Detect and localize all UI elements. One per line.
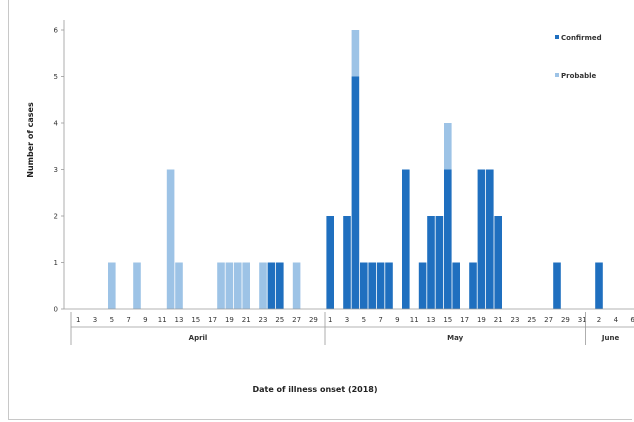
bar-confirmed-may-6 xyxy=(368,262,376,309)
bar-probable-apr-5 xyxy=(108,262,116,309)
month-label-may: May xyxy=(447,334,463,342)
x-tick-label: 15 xyxy=(443,316,452,324)
bar-confirmed-may-10 xyxy=(402,169,410,309)
legend-swatch-confirmed xyxy=(555,35,559,39)
y-axis-label: Number of cases xyxy=(26,102,35,178)
bar-confirmed-may-4 xyxy=(351,76,360,309)
x-tick-label: 2 xyxy=(597,316,601,324)
bar-confirmed-may-16 xyxy=(452,262,460,309)
x-tick-label: 11 xyxy=(158,316,167,324)
legend: Confirmed Probable xyxy=(555,34,602,80)
x-axis-label: Date of illness onset (2018) xyxy=(252,385,377,394)
x-tick-label: 9 xyxy=(143,316,147,324)
bar-probable-apr-21 xyxy=(242,262,250,309)
bar-probable-apr-20 xyxy=(234,262,242,309)
bar-confirmed-jun-2 xyxy=(595,262,603,309)
bar-probable-apr-19 xyxy=(225,262,234,309)
bar-probable-may-15 xyxy=(444,123,452,170)
x-tick-label: 7 xyxy=(378,316,382,324)
y-tick-label: 3 xyxy=(54,166,58,174)
y-tick-label: 2 xyxy=(54,213,58,221)
x-tick-label: 3 xyxy=(345,316,349,324)
bar-confirmed-may-3 xyxy=(343,216,351,309)
x-tick-label: 13 xyxy=(175,316,184,324)
chart-frame xyxy=(8,0,632,420)
bar-probable-apr-27 xyxy=(292,262,301,309)
bars-layer xyxy=(108,30,603,309)
bar-confirmed-may-8 xyxy=(385,262,393,309)
x-tick-label: 9 xyxy=(395,316,399,324)
month-label-june: June xyxy=(601,334,620,342)
bar-confirmed-may-12 xyxy=(418,262,427,309)
bar-probable-may-4 xyxy=(351,30,360,77)
x-tick-label: 11 xyxy=(410,316,419,324)
bar-confirmed-may-5 xyxy=(360,262,368,309)
bar-confirmed-may-15 xyxy=(444,169,452,309)
x-tick-label: 13 xyxy=(427,316,436,324)
legend-label-probable: Probable xyxy=(561,72,597,80)
month-label-april: April xyxy=(189,334,208,342)
y-tick-label: 4 xyxy=(54,120,59,128)
x-tick-label: 27 xyxy=(544,316,553,324)
x-tick-label: 6 xyxy=(630,316,634,324)
x-tick-label: 4 xyxy=(614,316,619,324)
y-tick-label: 1 xyxy=(54,259,58,267)
bar-confirmed-may-14 xyxy=(435,216,444,309)
x-tick-label: 21 xyxy=(242,316,251,324)
x-tick-label: 5 xyxy=(362,316,366,324)
x-tick-label: 25 xyxy=(275,316,284,324)
x-tick-label: 27 xyxy=(292,316,301,324)
legend-swatch-probable xyxy=(555,73,559,77)
bar-confirmed-may-19 xyxy=(477,169,486,309)
bar-confirmed-apr-25 xyxy=(276,262,284,309)
x-tick-label: 31 xyxy=(578,316,587,324)
y-tick-label: 0 xyxy=(54,306,58,314)
x-tick-label: 1 xyxy=(328,316,332,324)
bar-confirmed-may-18 xyxy=(469,262,477,309)
x-tick-label: 17 xyxy=(208,316,217,324)
x-tick-label: 29 xyxy=(561,316,570,324)
bar-confirmed-apr-24 xyxy=(267,262,276,309)
x-tick-label: 29 xyxy=(309,316,318,324)
x-tick-label: 19 xyxy=(477,316,486,324)
bar-probable-apr-18 xyxy=(217,262,225,309)
bar-confirmed-may-20 xyxy=(486,169,494,309)
x-tick-label: 17 xyxy=(460,316,469,324)
bar-confirmed-may-1 xyxy=(326,216,334,309)
bar-probable-apr-13 xyxy=(175,262,183,309)
x-tick-label: 21 xyxy=(494,316,503,324)
y-tick-label: 5 xyxy=(54,73,58,81)
x-tick-label: 23 xyxy=(259,316,268,324)
bar-probable-apr-12 xyxy=(166,169,175,309)
legend-label-confirmed: Confirmed xyxy=(561,34,602,42)
x-tick-label: 3 xyxy=(93,316,97,324)
bar-confirmed-may-7 xyxy=(376,262,385,309)
x-tick-label: 1 xyxy=(76,316,80,324)
bar-confirmed-may-21 xyxy=(494,216,502,309)
bar-probable-apr-8 xyxy=(133,262,141,309)
bar-probable-apr-23 xyxy=(259,262,267,309)
x-tick-label: 5 xyxy=(110,316,114,324)
x-tick-label: 25 xyxy=(527,316,536,324)
x-tick-label: 19 xyxy=(225,316,234,324)
x-tick-label: 23 xyxy=(511,316,520,324)
x-tick-label: 15 xyxy=(191,316,200,324)
x-tick-label: 7 xyxy=(126,316,130,324)
y-tick-label: 6 xyxy=(54,27,59,35)
bar-confirmed-may-28 xyxy=(553,262,561,309)
bar-confirmed-may-13 xyxy=(427,216,435,309)
